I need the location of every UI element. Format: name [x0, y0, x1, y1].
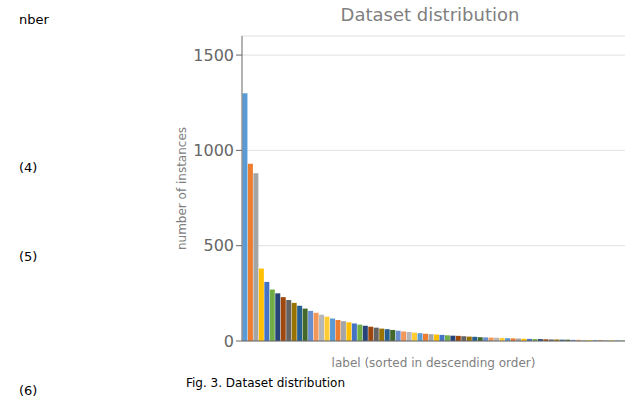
html-text:Fig. 3. Dataset distribution: Fig. 3. Dataset distribution	[186, 376, 346, 390]
html-text:(6): (6)	[19, 383, 38, 398]
svg-text:label (sorted in descending or: label (sorted in descending order)	[332, 356, 536, 370]
html-text:(4): (4)	[19, 160, 38, 175]
svg-text:500: 500	[203, 236, 234, 255]
svg-text:1000: 1000	[193, 141, 234, 160]
svg-text:1500: 1500	[193, 46, 234, 65]
html-text:(5): (5)	[19, 249, 38, 264]
html-text:nber: nber	[19, 12, 49, 27]
svg-text:number of instances: number of instances	[175, 127, 189, 250]
svg-text:0: 0	[224, 332, 234, 351]
html-text:Dataset distribution: Dataset distribution	[340, 4, 520, 25]
